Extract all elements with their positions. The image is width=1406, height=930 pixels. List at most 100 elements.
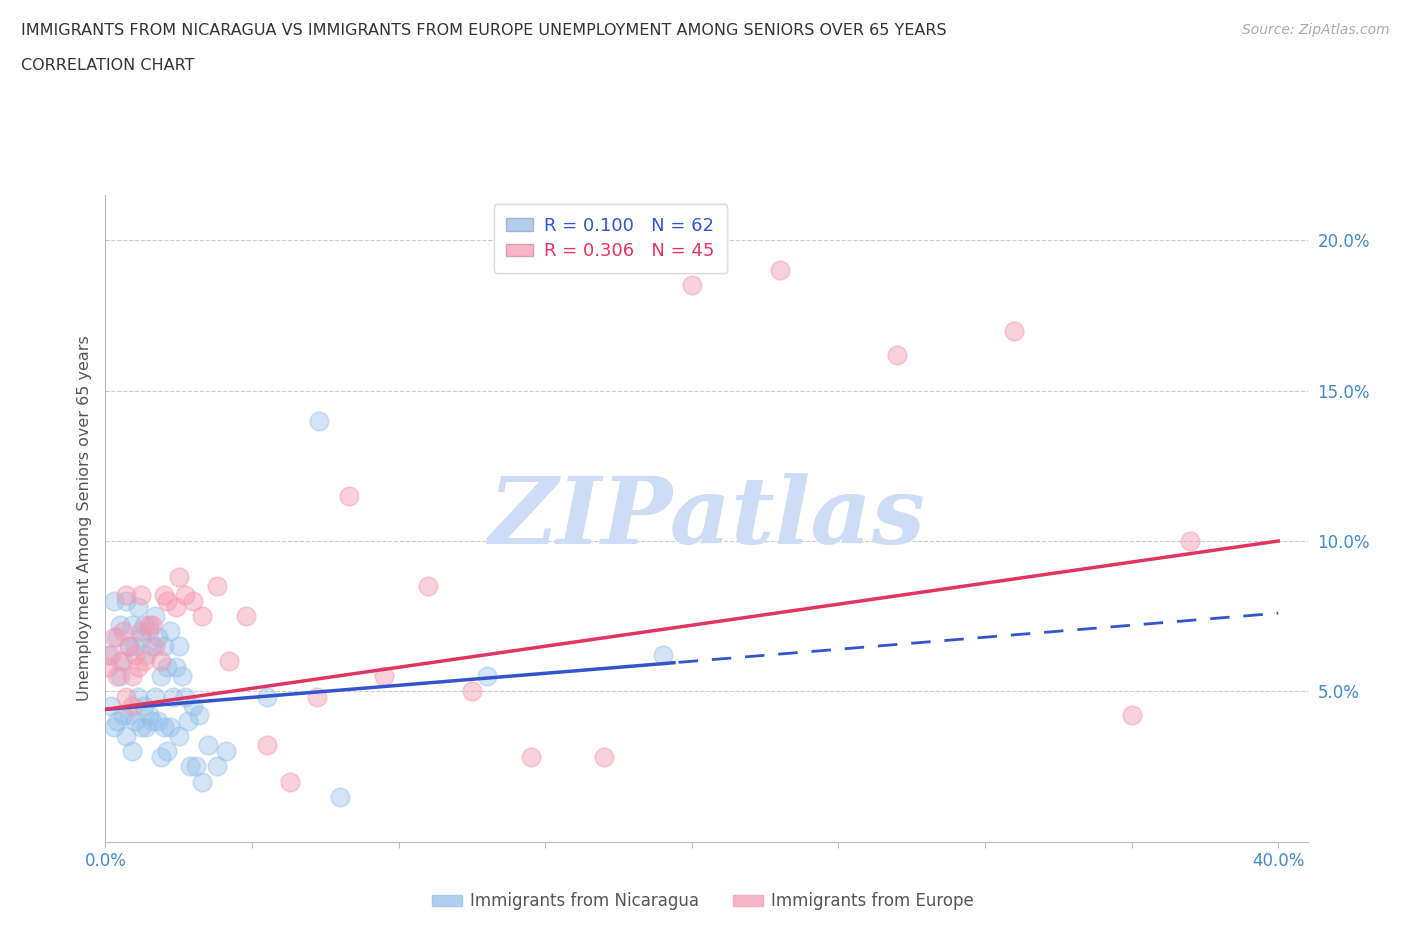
Point — [127, 660, 149, 675]
Point — [150, 750, 173, 764]
Point — [105, 669, 128, 684]
Point — [124, 648, 146, 663]
Point — [337, 488, 360, 503]
Point — [108, 669, 131, 684]
Point — [138, 618, 160, 632]
Point — [112, 654, 135, 669]
Point — [150, 654, 173, 669]
Point — [97, 660, 120, 675]
Point — [681, 278, 703, 293]
Point — [135, 720, 157, 735]
Point — [115, 729, 138, 744]
Point — [141, 714, 163, 729]
Point — [235, 609, 257, 624]
Point — [100, 648, 122, 663]
Text: IMMIGRANTS FROM NICARAGUA VS IMMIGRANTS FROM EUROPE UNEMPLOYMENT AMONG SENIORS O: IMMIGRANTS FROM NICARAGUA VS IMMIGRANTS … — [21, 23, 946, 38]
Point — [373, 669, 395, 684]
Point — [651, 648, 673, 663]
Point — [143, 609, 166, 624]
Point — [132, 654, 155, 669]
Point — [121, 618, 143, 632]
Point — [416, 578, 439, 593]
Point — [148, 630, 170, 644]
Point — [278, 774, 301, 789]
Point — [205, 759, 228, 774]
Point — [156, 593, 179, 608]
Text: Source: ZipAtlas.com: Source: ZipAtlas.com — [1241, 23, 1389, 37]
Point — [108, 654, 131, 669]
Point — [121, 699, 143, 714]
Point — [135, 648, 157, 663]
Point — [115, 588, 138, 603]
Point — [132, 699, 155, 714]
Point — [256, 690, 278, 705]
Point — [124, 714, 146, 729]
Point — [138, 708, 160, 723]
Point — [1121, 708, 1143, 723]
Point — [103, 593, 125, 608]
Legend: Immigrants from Nicaragua, Immigrants from Europe: Immigrants from Nicaragua, Immigrants fr… — [426, 885, 980, 917]
Point — [108, 618, 131, 632]
Point — [305, 690, 328, 705]
Point — [173, 588, 195, 603]
Point — [886, 347, 908, 362]
Point — [167, 570, 190, 585]
Point — [1180, 534, 1202, 549]
Point — [138, 624, 160, 639]
Point — [121, 744, 143, 759]
Point — [191, 609, 214, 624]
Point — [127, 600, 149, 615]
Point — [218, 654, 240, 669]
Point — [127, 690, 149, 705]
Point — [143, 690, 166, 705]
Point — [115, 593, 138, 608]
Point — [97, 648, 120, 663]
Text: ZIPatlas: ZIPatlas — [488, 473, 925, 564]
Point — [186, 759, 208, 774]
Point — [167, 729, 190, 744]
Point — [183, 593, 205, 608]
Point — [129, 720, 152, 735]
Point — [118, 639, 141, 654]
Legend: R = 0.100   N = 62, R = 0.306   N = 45: R = 0.100 N = 62, R = 0.306 N = 45 — [494, 205, 727, 272]
Point — [461, 684, 484, 698]
Point — [162, 690, 184, 705]
Text: CORRELATION CHART: CORRELATION CHART — [21, 58, 194, 73]
Point — [124, 639, 146, 654]
Point — [112, 624, 135, 639]
Point — [141, 639, 163, 654]
Point — [129, 588, 152, 603]
Point — [105, 630, 128, 644]
Point — [593, 750, 616, 764]
Point — [165, 660, 187, 675]
Point — [167, 639, 190, 654]
Point — [188, 708, 211, 723]
Point — [150, 669, 173, 684]
Point — [148, 714, 170, 729]
Point — [100, 699, 122, 714]
Point — [153, 720, 176, 735]
Point — [103, 720, 125, 735]
Point — [475, 669, 498, 684]
Point — [159, 720, 181, 735]
Point — [179, 759, 201, 774]
Y-axis label: Unemployment Among Seniors over 65 years: Unemployment Among Seniors over 65 years — [76, 336, 91, 701]
Point — [256, 738, 278, 753]
Point — [205, 578, 228, 593]
Point — [159, 624, 181, 639]
Point — [173, 690, 195, 705]
Point — [141, 618, 163, 632]
Point — [183, 699, 205, 714]
Point — [156, 660, 179, 675]
Point — [105, 714, 128, 729]
Point — [156, 744, 179, 759]
Point — [176, 714, 198, 729]
Point — [103, 630, 125, 644]
Point — [197, 738, 219, 753]
Point — [191, 774, 214, 789]
Point — [118, 639, 141, 654]
Point — [129, 624, 152, 639]
Point — [214, 744, 236, 759]
Point — [1002, 323, 1025, 338]
Point — [115, 690, 138, 705]
